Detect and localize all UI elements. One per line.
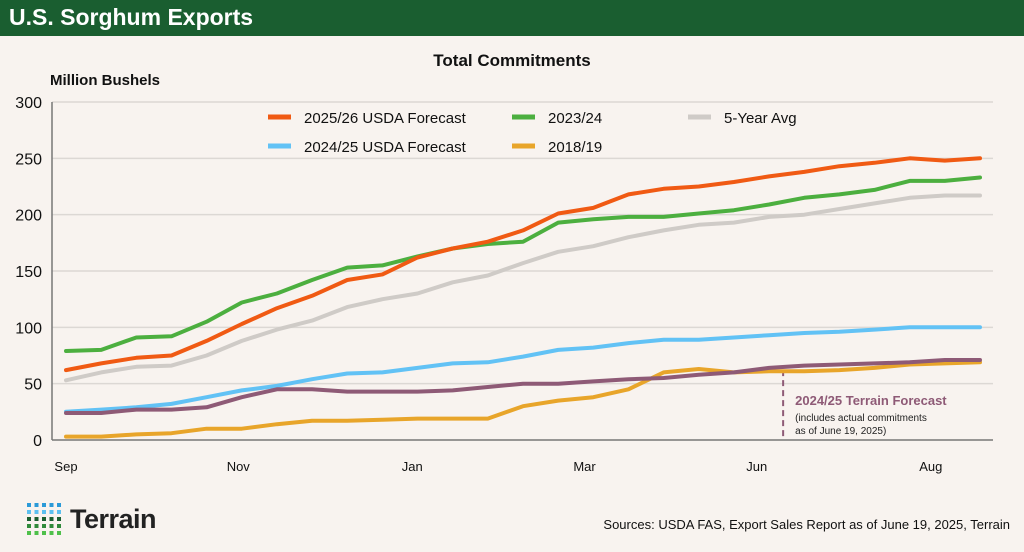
logo-dot xyxy=(57,524,61,528)
terrain-logo-text: Terrain xyxy=(70,504,157,534)
logo-dot xyxy=(42,517,46,521)
logo-dot xyxy=(34,517,39,521)
logo-dot xyxy=(34,524,39,528)
x-tick-label: Mar xyxy=(573,459,596,474)
logo-dot xyxy=(49,524,54,528)
legend-label: 2024/25 USDA Forecast xyxy=(304,139,467,156)
y-tick-label: 50 xyxy=(24,377,42,394)
series-line-2023-24 xyxy=(64,175,982,353)
x-tick-label: Sep xyxy=(54,459,77,474)
legend-label: 2018/19 xyxy=(548,139,602,156)
x-tick-label: Aug xyxy=(919,459,942,474)
terrain-logo-icon xyxy=(27,503,61,535)
logo-dot xyxy=(34,531,39,535)
x-tick-label: Jun xyxy=(746,459,767,474)
y-tick-label: 150 xyxy=(15,264,42,281)
legend-label: 5-Year Avg xyxy=(724,110,797,127)
series-line-2025-26-usda-forecast xyxy=(64,156,982,373)
logo-dot xyxy=(49,503,54,507)
annotation-note: as of June 19, 2025) xyxy=(795,426,886,437)
series-line-5-year-avg xyxy=(64,193,982,383)
series-line-2024-25-terrain-forecast xyxy=(64,358,982,415)
logo-dot xyxy=(57,510,61,514)
y-axis-label: Million Bushels xyxy=(50,72,161,89)
annotation-note: (includes actual commitments xyxy=(795,413,927,424)
y-tick-label: 0 xyxy=(33,433,42,450)
y-tick-label: 100 xyxy=(15,320,42,337)
logo-dot xyxy=(27,524,31,528)
series-line-2024-25-usda-forecast xyxy=(64,325,982,414)
sources-note: Sources: USDA FAS, Export Sales Report a… xyxy=(603,517,1010,532)
series-line-2018-19 xyxy=(64,360,982,439)
legend-label: 2023/24 xyxy=(548,110,602,127)
logo-dot xyxy=(27,517,31,521)
y-tick-label: 250 xyxy=(15,151,42,168)
logo-dot xyxy=(34,503,39,507)
x-tick-label: Jan xyxy=(402,459,423,474)
logo-dot xyxy=(57,517,61,521)
logo-dot xyxy=(27,503,31,507)
chart-title: Total Commitments xyxy=(433,51,591,70)
annotation-title: 2024/25 Terrain Forecast xyxy=(795,393,947,408)
page-title: U.S. Sorghum Exports xyxy=(9,4,254,30)
logo-dot xyxy=(49,517,54,521)
logo-dot xyxy=(27,510,31,514)
logo-dot xyxy=(42,524,46,528)
line-chart: 0 50 100 150 200 250 300 Sep Nov Jan Mar Jun Aug 2024… xyxy=(15,95,993,474)
y-tick-label: 200 xyxy=(15,208,42,225)
logo-dot xyxy=(49,510,54,514)
x-tick-label: Nov xyxy=(227,459,251,474)
logo-dot xyxy=(57,531,61,535)
header-bar: U.S. Sorghum Exports xyxy=(0,0,1024,36)
logo-dot xyxy=(34,510,39,514)
logo-dot xyxy=(42,531,46,535)
logo-dot xyxy=(49,531,54,535)
y-tick-label: 300 xyxy=(15,95,42,112)
logo-dot xyxy=(42,503,46,507)
logo-dot xyxy=(42,510,46,514)
logo-dot xyxy=(27,531,31,535)
legend-label: 2025/26 USDA Forecast xyxy=(304,110,467,127)
logo-dot xyxy=(57,503,61,507)
